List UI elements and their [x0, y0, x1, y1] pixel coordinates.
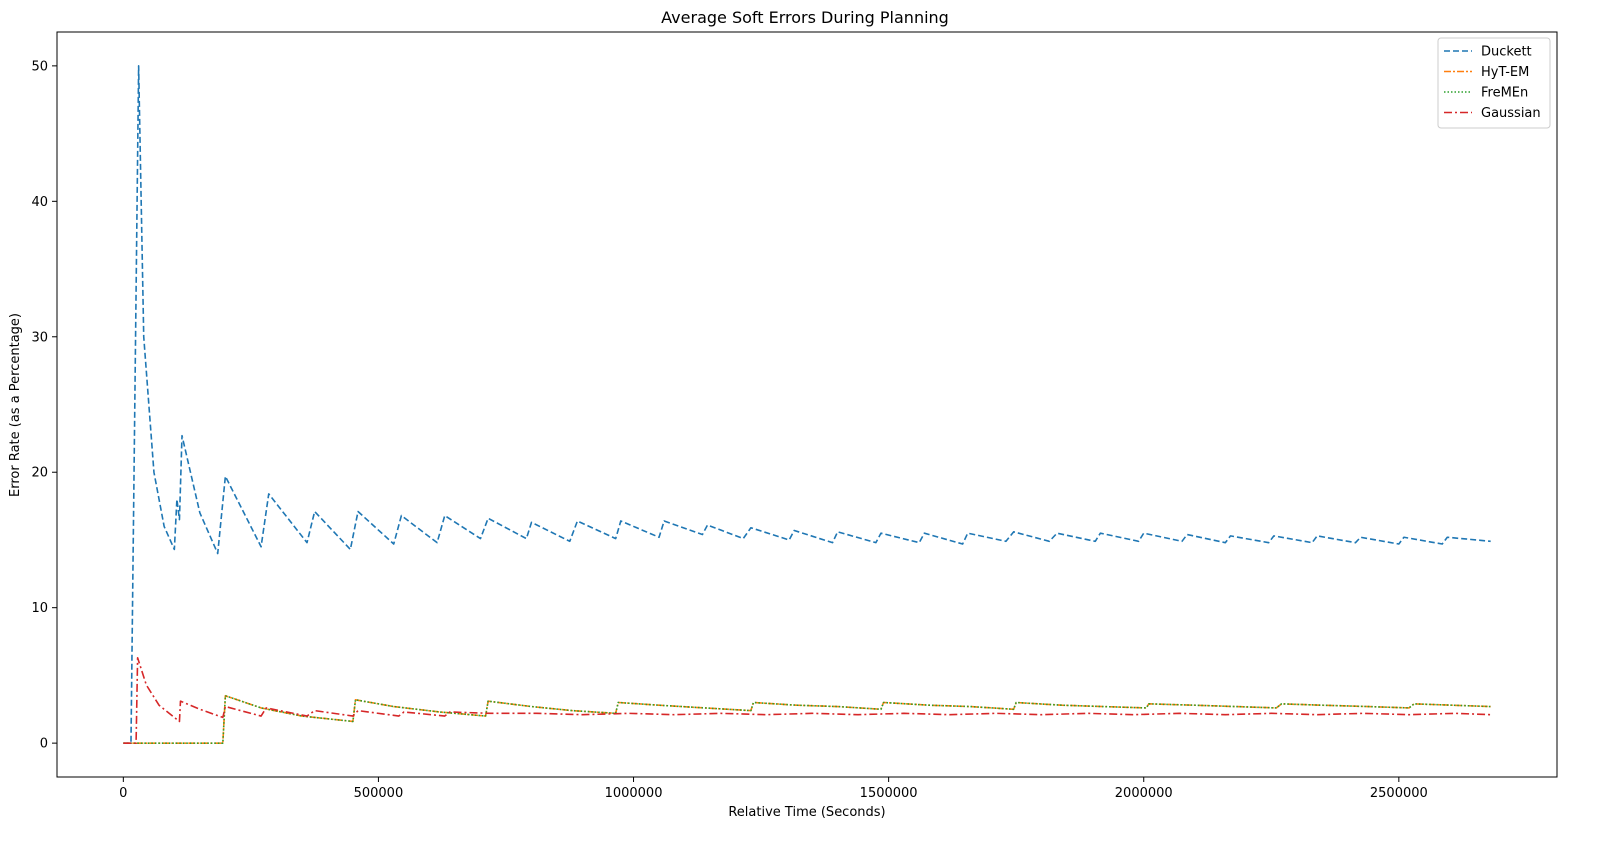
legend-label: FreMEn [1481, 86, 1528, 101]
y-tick-label: 30 [31, 330, 48, 345]
x-axis-ticks: 0 500000 1000000 1500000 2000000 2500000 [119, 777, 1428, 801]
legend-label: Gaussian [1481, 106, 1541, 121]
x-tick-label: 0 [119, 786, 127, 801]
y-tick-label: 40 [31, 195, 48, 210]
legend-label: HyT-EM [1481, 65, 1529, 80]
series-line-fremen [123, 694, 1491, 744]
legend-label: Duckett [1481, 45, 1532, 60]
chart-title: Average Soft Errors During Planning [661, 8, 949, 27]
x-tick-label: 1500000 [860, 786, 918, 801]
y-tick-label: 0 [40, 737, 48, 752]
x-tick-label: 2500000 [1370, 786, 1428, 801]
legend-box [1437, 37, 1551, 129]
y-tick-label: 50 [31, 59, 48, 74]
x-tick-label: 1000000 [605, 786, 663, 801]
series-line-gaussian [123, 656, 1491, 744]
x-tick-label: 2000000 [1115, 786, 1173, 801]
axes-frame [56, 31, 1558, 778]
series-layer [123, 65, 1491, 744]
x-axis-label: Relative Time (Seconds) [728, 805, 885, 820]
legend: Duckett HyT-EM FreMEn Gaussian [1437, 37, 1551, 129]
plot-area [56, 31, 1558, 778]
series-line-duckett [123, 65, 1491, 744]
x-tick-label: 500000 [354, 786, 404, 801]
y-tick-label: 20 [31, 466, 48, 481]
y-tick-label: 10 [31, 601, 48, 616]
y-axis-ticks: 0 10 20 30 40 50 [31, 59, 57, 752]
y-axis-label: Error Rate (as a Percentage) [8, 313, 23, 497]
